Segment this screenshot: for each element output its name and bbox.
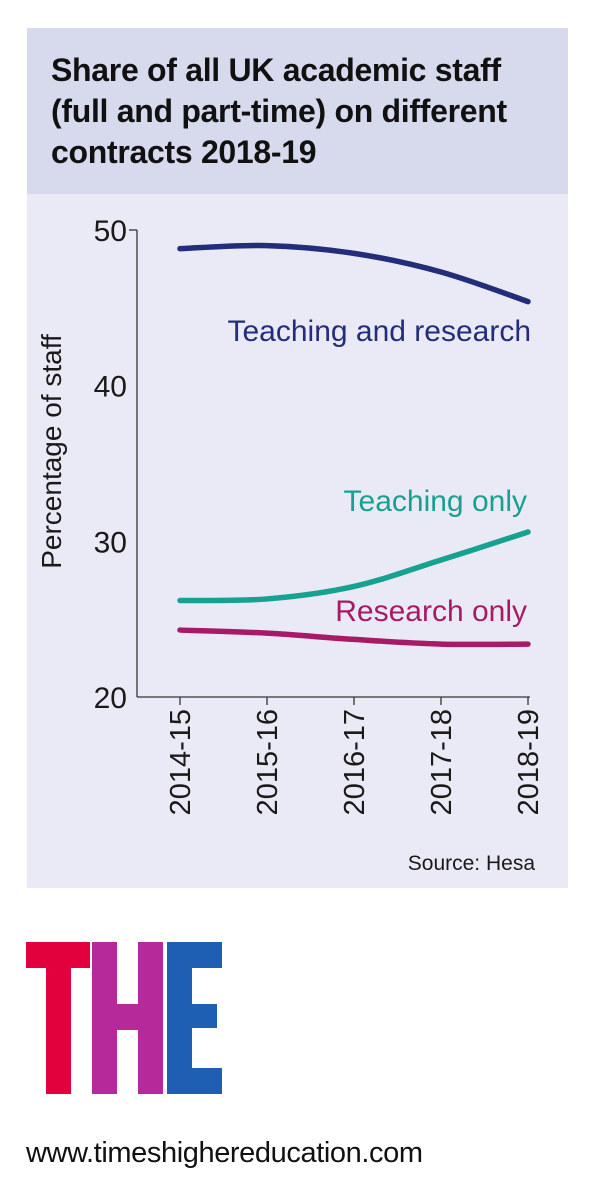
chart-title: Share of all UK academic staff (full and…	[51, 52, 507, 170]
series-label-research-only: Research only	[335, 595, 527, 628]
y-axis-label: Percentage of staff	[36, 334, 67, 569]
x-tick-label: 2018-19	[513, 709, 545, 815]
series-line-teaching-only	[177, 529, 531, 604]
y-tick-label: 50	[94, 215, 127, 248]
x-tick-label: 2016-17	[339, 709, 371, 815]
x-tick-label: 2014-15	[165, 709, 197, 815]
x-tick-label: 2015-16	[252, 709, 284, 815]
title-band: Share of all UK academic staff (full and…	[27, 28, 568, 194]
chart-card: Share of all UK academic staff (full and…	[27, 28, 568, 888]
y-tick-label: 30	[94, 526, 127, 559]
the-logo	[26, 942, 222, 1094]
series-label-teaching-only: Teaching only	[344, 485, 527, 518]
series-label-teaching-and-research: Teaching and research	[227, 315, 531, 348]
series-line-research-only	[177, 627, 531, 648]
line-chart: 20 30 40 50 Percentage of staff 2014-15 2015-1…	[36, 215, 545, 875]
y-tick-label: 40	[94, 371, 127, 404]
y-tick-label: 20	[94, 682, 127, 715]
source-note: Source: Hesa	[408, 852, 536, 875]
x-tick-label: 2017-18	[426, 709, 458, 815]
website-url: www.timeshighereducation.com	[26, 1137, 423, 1169]
series-line-teaching-and-research	[177, 242, 531, 305]
